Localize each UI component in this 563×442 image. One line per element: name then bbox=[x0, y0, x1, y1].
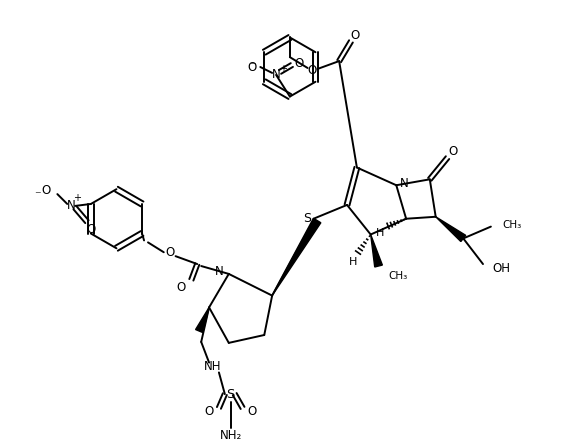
Text: O: O bbox=[248, 61, 257, 75]
Text: CH₃: CH₃ bbox=[503, 220, 522, 230]
Text: O: O bbox=[177, 281, 186, 294]
Text: O: O bbox=[350, 29, 360, 42]
Text: +: + bbox=[279, 64, 287, 74]
Text: N: N bbox=[67, 199, 75, 213]
Text: O: O bbox=[86, 223, 96, 236]
Text: S: S bbox=[226, 388, 235, 400]
Polygon shape bbox=[370, 235, 382, 267]
Text: S: S bbox=[303, 212, 311, 225]
Text: +: + bbox=[73, 193, 81, 203]
Text: O: O bbox=[307, 65, 316, 77]
Text: OH: OH bbox=[493, 262, 511, 274]
Text: O: O bbox=[248, 405, 257, 418]
Text: O: O bbox=[449, 145, 458, 158]
Text: O: O bbox=[204, 405, 214, 418]
Text: N: N bbox=[400, 177, 409, 190]
Text: N: N bbox=[215, 266, 224, 278]
Text: O: O bbox=[41, 184, 50, 197]
Text: CH₃: CH₃ bbox=[388, 271, 408, 281]
Polygon shape bbox=[436, 217, 466, 241]
Text: NH: NH bbox=[204, 360, 222, 373]
Text: H: H bbox=[376, 228, 385, 237]
Text: ⁻: ⁻ bbox=[34, 190, 41, 202]
Text: O: O bbox=[165, 246, 175, 259]
Polygon shape bbox=[195, 308, 209, 332]
Polygon shape bbox=[272, 219, 321, 296]
Text: ⁻: ⁻ bbox=[249, 61, 256, 73]
Text: H: H bbox=[348, 257, 357, 267]
Text: N: N bbox=[272, 69, 280, 81]
Text: NH₂: NH₂ bbox=[220, 429, 242, 442]
Text: O: O bbox=[294, 57, 303, 69]
